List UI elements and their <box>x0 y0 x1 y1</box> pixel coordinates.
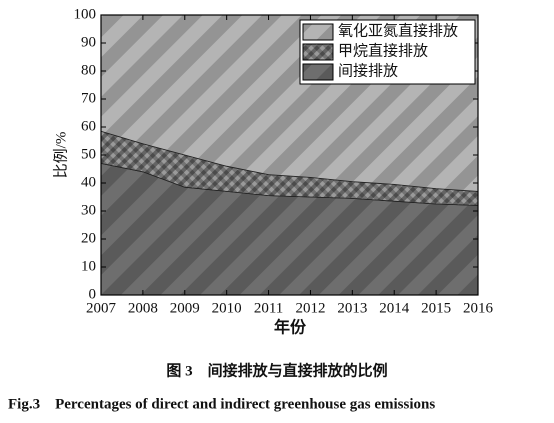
y-tick-label: 20 <box>81 230 96 246</box>
legend-label: 甲烷直接排放 <box>338 42 428 59</box>
caption-en: Fig.3 Percentages of direct and indirect… <box>8 396 435 412</box>
legend-label: 间接排放 <box>338 62 398 79</box>
legend-swatch <box>302 63 334 81</box>
y-tick-label: 90 <box>81 34 96 50</box>
y-tick-label: 60 <box>81 118 96 134</box>
y-tick-label: 30 <box>81 202 96 218</box>
x-tick-label: 2008 <box>128 300 158 316</box>
x-tick-label: 2011 <box>254 300 283 316</box>
x-tick-label: 2010 <box>212 300 242 316</box>
y-tick-label: 70 <box>81 90 96 106</box>
x-tick-label: 2007 <box>86 300 117 316</box>
y-tick-label: 0 <box>89 286 97 302</box>
y-tick-label: 10 <box>81 258 96 274</box>
y-tick-label: 50 <box>81 146 96 162</box>
y-tick-label: 100 <box>74 6 97 22</box>
y-axis-label: 比例/% <box>52 132 69 179</box>
x-tick-label: 2013 <box>337 300 367 316</box>
legend-swatch <box>302 43 334 61</box>
x-tick-label: 2009 <box>170 300 200 316</box>
x-axis-label: 年份 <box>274 318 307 337</box>
legend-swatch <box>302 23 334 41</box>
y-tick-label: 80 <box>81 62 96 78</box>
x-tick-label: 2016 <box>463 300 494 316</box>
x-tick-label: 2014 <box>379 300 410 316</box>
x-tick-label: 2015 <box>421 300 451 316</box>
x-tick-label: 2012 <box>295 300 325 316</box>
caption-cn: 图 3 间接排放与直接排放的比例 <box>166 361 387 379</box>
y-tick-label: 40 <box>81 174 96 190</box>
legend-label: 氧化亚氮直接排放 <box>338 22 458 39</box>
